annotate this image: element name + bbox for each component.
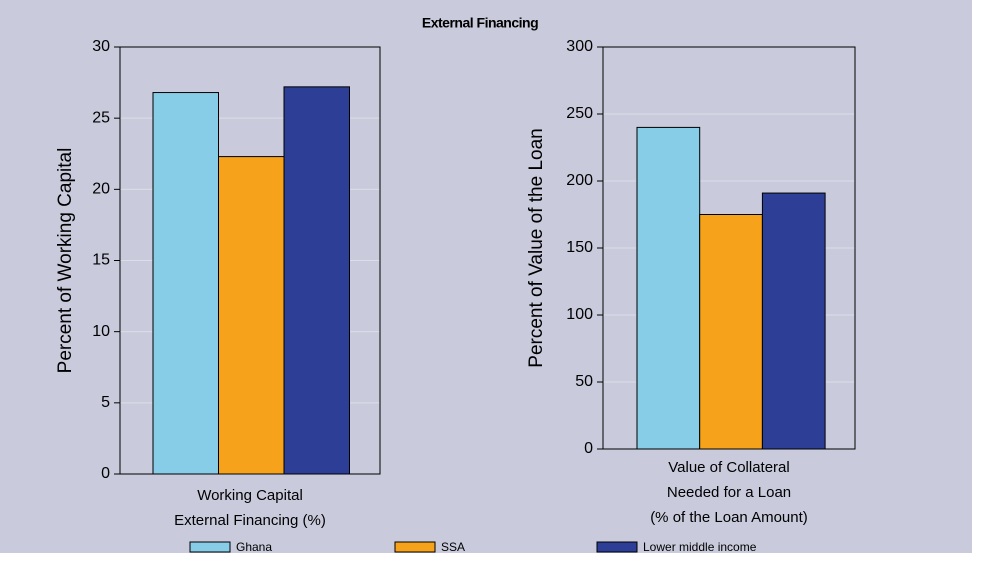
legend-swatch: [189, 541, 231, 553]
y-tick-label: 25: [92, 109, 110, 126]
x-tick-label: Working Capital: [197, 487, 303, 504]
plot-frame: [602, 46, 856, 450]
legend-label: SSA: [441, 540, 465, 554]
bar: [218, 156, 285, 475]
y-tick-label: 300: [566, 38, 593, 55]
y-tick-label: 15: [92, 252, 110, 269]
y-tick-label: 100: [566, 306, 593, 323]
y-tick-label: 50: [575, 373, 593, 390]
bar: [636, 126, 701, 450]
x-tick-label: External Financing (%): [174, 512, 326, 529]
x-tick-label: (% of the Loan Amount): [650, 509, 808, 526]
x-tick-label: Needed for a Loan: [667, 484, 791, 501]
y-tick-label: 20: [92, 181, 110, 198]
y-tick-label: 250: [566, 105, 593, 122]
legend-swatch: [394, 541, 436, 553]
chart-title: External Financing: [422, 15, 538, 31]
y-tick-label: 200: [566, 172, 593, 189]
bar: [152, 92, 219, 475]
y-axis-label: Percent of Value of the Loan: [526, 128, 547, 367]
y-tick-label: 30: [92, 38, 110, 55]
bar: [699, 214, 763, 450]
y-axis-label: Percent of Working Capital: [55, 148, 76, 374]
plot-frame: [119, 46, 381, 475]
legend-swatch: [596, 541, 638, 553]
background: [0, 0, 972, 553]
y-tick-label: 10: [92, 323, 110, 340]
y-tick-label: 150: [566, 239, 593, 256]
y-tick-label: 5: [101, 394, 110, 411]
y-tick-label: 0: [584, 440, 593, 457]
legend-label: Ghana: [236, 540, 272, 554]
bar: [283, 86, 350, 475]
y-tick-label: 0: [101, 465, 110, 482]
bar: [761, 192, 826, 450]
legend-label: Lower middle income: [643, 540, 757, 554]
x-tick-label: Value of Collateral: [668, 459, 789, 476]
